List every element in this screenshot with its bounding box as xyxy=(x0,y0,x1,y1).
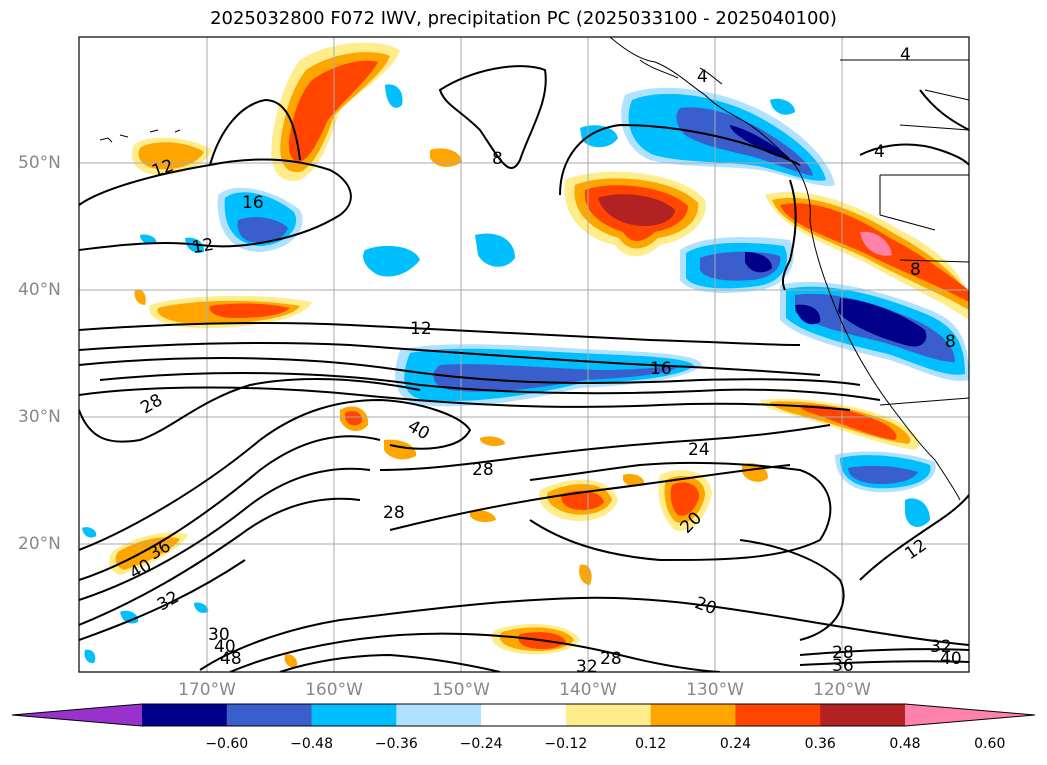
colorbar-segment xyxy=(820,704,906,726)
precip-positive-shading xyxy=(109,42,969,668)
iwv-contours xyxy=(79,65,969,672)
lon-label-140w: 140°W xyxy=(559,680,617,700)
contour-label: 4 xyxy=(874,142,885,162)
colorbar-tick-label: −0.24 xyxy=(459,736,503,752)
colorbar-segment xyxy=(311,704,397,726)
contour-label: 4 xyxy=(697,67,708,87)
colorbar-tick-label: −0.36 xyxy=(374,736,418,752)
contour-label: 28 xyxy=(600,649,622,669)
colorbar-tick-label: 0.24 xyxy=(719,736,752,752)
colorbar-segment xyxy=(565,704,652,726)
contour-label: 48 xyxy=(220,649,242,669)
colorbar-tick-label: −0.60 xyxy=(205,736,249,752)
contour-label: 4 xyxy=(900,45,911,65)
colorbar-tick-label: 0.12 xyxy=(635,736,667,752)
contour-label: 12 xyxy=(191,235,216,258)
colorbar-segment xyxy=(142,704,228,726)
colorbar-tick-label: 0.36 xyxy=(804,736,836,752)
contour-label: 16 xyxy=(650,359,672,379)
map-title: 2025032800 F072 IWV, precipitation PC (2… xyxy=(210,8,837,29)
colorbar-segment xyxy=(481,704,567,726)
contour-label: 40 xyxy=(214,637,236,657)
contour-label: 36 xyxy=(832,656,854,676)
contour-label: 28 xyxy=(832,643,854,663)
colorbar-tick-label: 0.60 xyxy=(974,736,1006,752)
precip-negative-shading xyxy=(82,84,969,664)
contour-label: 12 xyxy=(410,319,432,339)
contour-label: 8 xyxy=(910,260,921,280)
lat-label-30n: 30°N xyxy=(18,407,61,427)
contour-label: 16 xyxy=(242,193,264,213)
contour-label: 32 xyxy=(576,657,598,677)
colorbar-tick-label: −0.12 xyxy=(544,736,588,752)
colorbar-tick-label: 0.48 xyxy=(889,736,921,752)
colorbar-outline xyxy=(11,703,1036,727)
contour-label: 24 xyxy=(688,440,710,460)
colorbar-segment xyxy=(735,704,821,726)
colorbar xyxy=(11,703,1036,727)
lat-label-20n: 20°N xyxy=(18,534,61,554)
colorbar-tick-label: −0.48 xyxy=(290,736,333,752)
colorbar-extend-low xyxy=(12,704,142,726)
lon-label-150w: 150°W xyxy=(432,680,490,700)
map-frame xyxy=(78,36,970,673)
contour-label: 32 xyxy=(930,637,952,657)
lat-label-50n: 50°N xyxy=(18,153,61,173)
colorbar-segment xyxy=(650,704,736,726)
lon-label-160w: 160°W xyxy=(305,680,363,700)
lon-label-130w: 130°W xyxy=(686,680,744,700)
lat-label-40n: 40°N xyxy=(18,280,61,300)
lon-label-170w: 170°W xyxy=(178,680,236,700)
map-plot-area: 12 16 12 8 4 4 4 8 8 12 16 28 40 28 24 2… xyxy=(79,37,969,677)
colorbar-segment xyxy=(226,704,313,726)
contour-label: 28 xyxy=(472,460,494,480)
contour-label: 8 xyxy=(492,149,503,169)
coastline xyxy=(99,37,969,501)
lon-label-120w: 120°W xyxy=(813,680,871,700)
contour-label: 30 xyxy=(208,625,230,645)
contour-label: 8 xyxy=(945,332,956,352)
contour-label: 40 xyxy=(940,649,962,669)
colorbar-segment xyxy=(396,704,482,726)
contour-label: 28 xyxy=(383,503,405,523)
colorbar-extend-high xyxy=(905,704,1035,726)
